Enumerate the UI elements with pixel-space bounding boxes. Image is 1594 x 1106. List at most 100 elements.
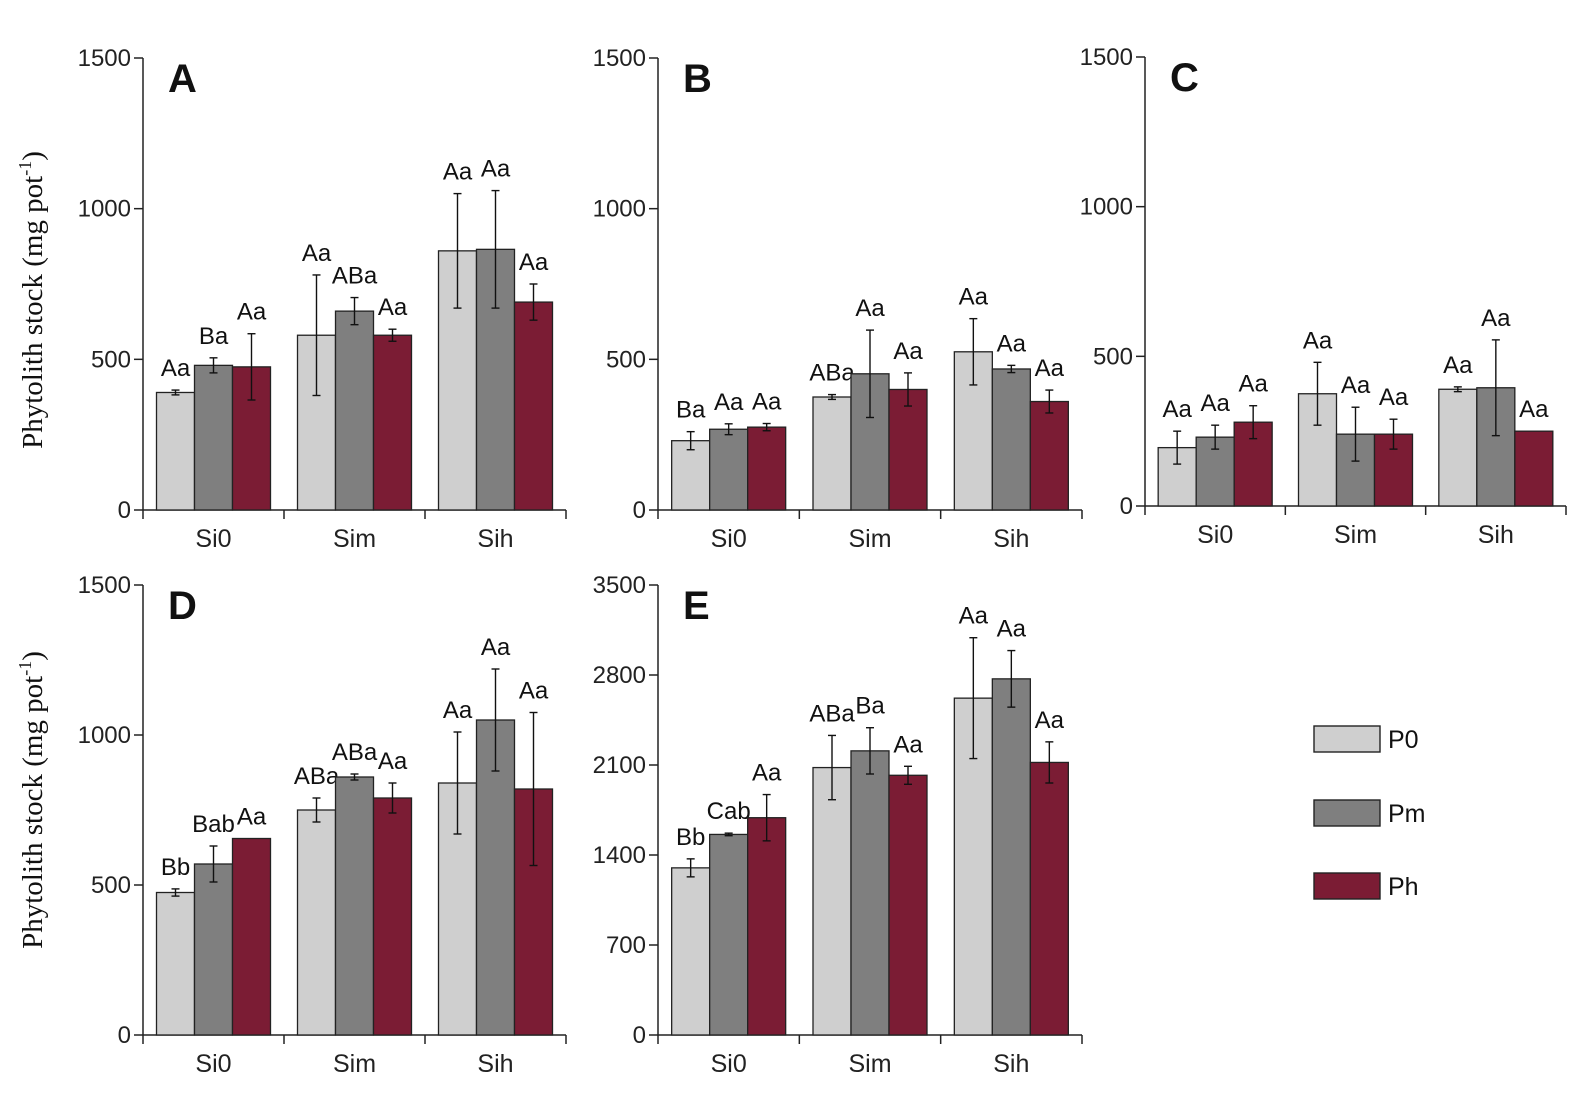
bar-P0-Si0: [155, 391, 196, 511]
panel-label: D: [168, 584, 197, 628]
bar-Ph-Sih: [1029, 400, 1069, 511]
panel-C: 0 500 1000 1500 Si0 Aa Aa Aa Sim Aa Aa Aa Sih Aa Aa Aa C: [1080, 44, 1567, 549]
significance-label: Aa: [237, 804, 267, 831]
significance-label: Aa: [519, 678, 549, 705]
x-tick-label: Si0: [711, 1050, 747, 1078]
x-tick-label: Sih: [993, 525, 1029, 553]
x-tick-label: Sih: [993, 1050, 1029, 1078]
significance-label: Aa: [1379, 384, 1409, 411]
significance-label: Aa: [893, 731, 923, 758]
significance-label: Aa: [714, 389, 744, 416]
significance-label: Aa: [1035, 355, 1065, 382]
significance-label: Aa: [481, 156, 511, 183]
x-tick-label: Si0: [1197, 521, 1233, 549]
y-tick-label: 2800: [593, 662, 646, 689]
y-tick-label: 0: [633, 497, 646, 524]
significance-label: Ba: [855, 693, 885, 720]
significance-label: Aa: [519, 249, 549, 276]
x-tick-label: Si0: [195, 1050, 231, 1078]
significance-label: Aa: [997, 616, 1027, 643]
significance-label: Aa: [161, 355, 191, 382]
bar-P0-Si0: [671, 867, 711, 1036]
bar-Pm-Si0: [709, 428, 749, 511]
significance-label: Aa: [481, 634, 511, 661]
significance-label: Aa: [752, 389, 782, 416]
legend-item-Pm: Pm: [1313, 799, 1426, 828]
significance-label: Bb: [676, 824, 705, 851]
bar-Ph-Sih: [1514, 430, 1554, 507]
significance-label: ABa: [332, 263, 378, 290]
legend: P0 Pm Ph: [1313, 725, 1426, 901]
significance-label: Aa: [1341, 372, 1371, 399]
significance-label: ABa: [809, 700, 855, 727]
x-tick-label: Sih: [477, 525, 513, 553]
significance-label: Aa: [1238, 371, 1268, 398]
panel-label: E: [683, 584, 710, 628]
legend-label: Ph: [1388, 873, 1419, 901]
bar-Pm-Si0: [193, 364, 234, 511]
significance-label: Aa: [959, 603, 989, 630]
y-tick-label: 1500: [78, 45, 131, 72]
x-tick-label: Sim: [848, 1050, 891, 1078]
y-tick-label: 0: [1120, 493, 1133, 520]
significance-label: Aa: [237, 299, 267, 326]
panel-label: B: [683, 57, 712, 101]
significance-label: Aa: [1162, 396, 1192, 423]
bar-Ph-Si0: [231, 366, 272, 511]
bar-P0-Si0: [155, 891, 196, 1036]
panel-label: C: [1170, 56, 1199, 100]
bar-Pm-Sim: [850, 750, 890, 1036]
y-tick-label: 0: [633, 1022, 646, 1049]
bar-Pm-Si0: [193, 863, 234, 1036]
legend-swatch: [1313, 799, 1381, 827]
significance-label: Aa: [997, 330, 1027, 357]
significance-label: ABa: [294, 763, 340, 790]
y-tick-label: 1000: [593, 196, 646, 223]
significance-label: Ba: [199, 323, 229, 350]
y-tick-label: 500: [91, 346, 131, 373]
x-tick-label: Si0: [195, 525, 231, 553]
bar-Ph-Si0: [747, 817, 787, 1036]
y-tick-label: 1000: [78, 196, 131, 223]
bar-Pm-Sih: [475, 719, 516, 1036]
y-tick-label: 500: [91, 872, 131, 899]
y-tick-label: 1000: [1080, 194, 1133, 221]
significance-label: Aa: [1443, 352, 1473, 379]
y-tick-label: 500: [606, 346, 646, 373]
significance-label: Aa: [302, 240, 332, 267]
bar-P0-Sim: [812, 766, 852, 1036]
legend-label: P0: [1388, 726, 1419, 754]
y-tick-label: 1000: [78, 722, 131, 749]
y-tick-label: 1400: [593, 842, 646, 869]
legend-item-P0: P0: [1313, 725, 1419, 754]
y-tick-label: 2100: [593, 752, 646, 779]
x-tick-label: Sim: [333, 1050, 376, 1078]
y-tick-label: 500: [1093, 343, 1133, 370]
bar-Pm-Sim: [334, 776, 375, 1036]
bar-Ph-Sim: [888, 388, 928, 511]
significance-label: Aa: [1519, 396, 1549, 423]
bar-Ph-Sim: [372, 797, 413, 1036]
significance-label: Bb: [161, 854, 190, 881]
significance-label: Aa: [1303, 327, 1333, 354]
significance-label: Aa: [1200, 390, 1230, 417]
significance-label: Aa: [1035, 707, 1065, 734]
significance-label: Aa: [959, 284, 989, 311]
significance-label: Aa: [752, 760, 782, 787]
bar-Pm-Sih: [991, 678, 1031, 1036]
significance-label: Aa: [443, 697, 473, 724]
x-tick-label: Sim: [848, 525, 891, 553]
legend-item-Ph: Ph: [1313, 872, 1419, 901]
bar-P0-Si0: [671, 440, 711, 511]
significance-label: Aa: [378, 748, 408, 775]
x-tick-label: Sih: [477, 1050, 513, 1078]
x-tick-label: Sim: [333, 525, 376, 553]
legend-swatch: [1313, 725, 1381, 753]
significance-label: Cab: [707, 798, 751, 825]
y-tick-label: 0: [118, 1022, 131, 1049]
bar-Ph-Sih: [1029, 761, 1069, 1036]
y-tick-label: 1500: [78, 572, 131, 599]
